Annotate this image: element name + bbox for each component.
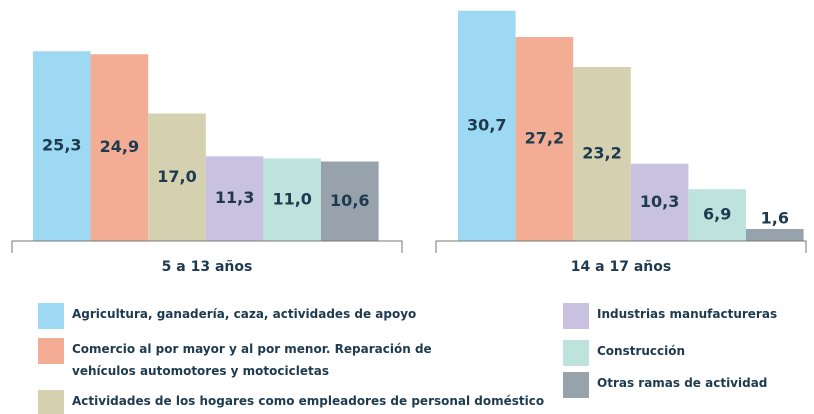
legend-item: Comercio al por mayor y al por menor. Re… [38, 338, 452, 382]
legend-label: Actividades de los hogares como empleado… [72, 394, 545, 408]
bar [263, 158, 321, 241]
value-label: 25,3 [42, 136, 81, 155]
legend-item: Agricultura, ganadería, caza, actividade… [38, 303, 416, 329]
bar [148, 113, 206, 241]
bar [458, 10, 516, 241]
group-label: 5 a 13 años [162, 259, 253, 275]
value-label: 27,2 [525, 129, 564, 148]
legend-label: Comercio al por mayor y al por menor. Re… [72, 342, 432, 378]
value-label: 10,6 [330, 191, 369, 210]
value-label: 1,6 [761, 209, 789, 228]
legend-swatch [38, 303, 64, 329]
legend-item: Industrias manufactureras [563, 303, 777, 329]
legend-label: Otras ramas de actividad [597, 376, 768, 390]
value-label: 24,9 [100, 137, 139, 156]
value-label: 11,0 [272, 189, 311, 208]
legend-swatch [563, 340, 589, 366]
legend-swatch [563, 372, 589, 398]
baseline [11, 240, 403, 253]
legend-swatch [38, 390, 64, 414]
group-label: 14 a 17 años [571, 259, 671, 275]
value-label: 23,2 [582, 144, 621, 163]
chart: 25,3 24,9 17,0 11,3 11,0 10,6 5 a 13 años 30,7 2… [11, 10, 807, 275]
bar [515, 37, 574, 241]
legend-item: Construcción [563, 340, 685, 366]
legend-swatch [38, 338, 64, 364]
bar [630, 163, 689, 241]
value-label: 30,7 [467, 115, 506, 134]
bar [321, 161, 379, 241]
value-label: 6,9 [703, 205, 731, 224]
value-label: 17,0 [157, 167, 196, 186]
bar [33, 51, 91, 241]
value-label: 10,3 [640, 192, 679, 211]
bar [573, 67, 631, 241]
legend-item: Otras ramas de actividad [563, 372, 767, 398]
legend-item: Actividades de los hogares como empleado… [38, 390, 544, 414]
bar [746, 229, 804, 241]
legend-label: Industrias manufactureras [597, 307, 778, 321]
bar [688, 189, 746, 241]
value-label: 11,3 [215, 188, 254, 207]
baseline [435, 240, 807, 253]
legend-label: Agricultura, ganadería, caza, actividade… [72, 307, 417, 321]
legend-swatch [563, 303, 589, 329]
legend-label: Construcción [597, 344, 686, 358]
bar [90, 54, 149, 241]
bar [205, 156, 264, 241]
